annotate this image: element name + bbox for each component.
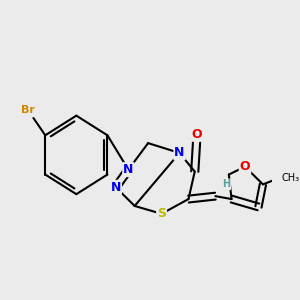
Text: O: O bbox=[191, 128, 202, 141]
Text: S: S bbox=[157, 207, 166, 220]
Text: N: N bbox=[123, 163, 134, 176]
Text: N: N bbox=[111, 181, 121, 194]
Text: O: O bbox=[240, 160, 250, 173]
Text: N: N bbox=[174, 146, 185, 159]
Text: H: H bbox=[222, 179, 230, 189]
Text: Br: Br bbox=[21, 105, 35, 115]
Text: CH₃: CH₃ bbox=[282, 173, 300, 184]
